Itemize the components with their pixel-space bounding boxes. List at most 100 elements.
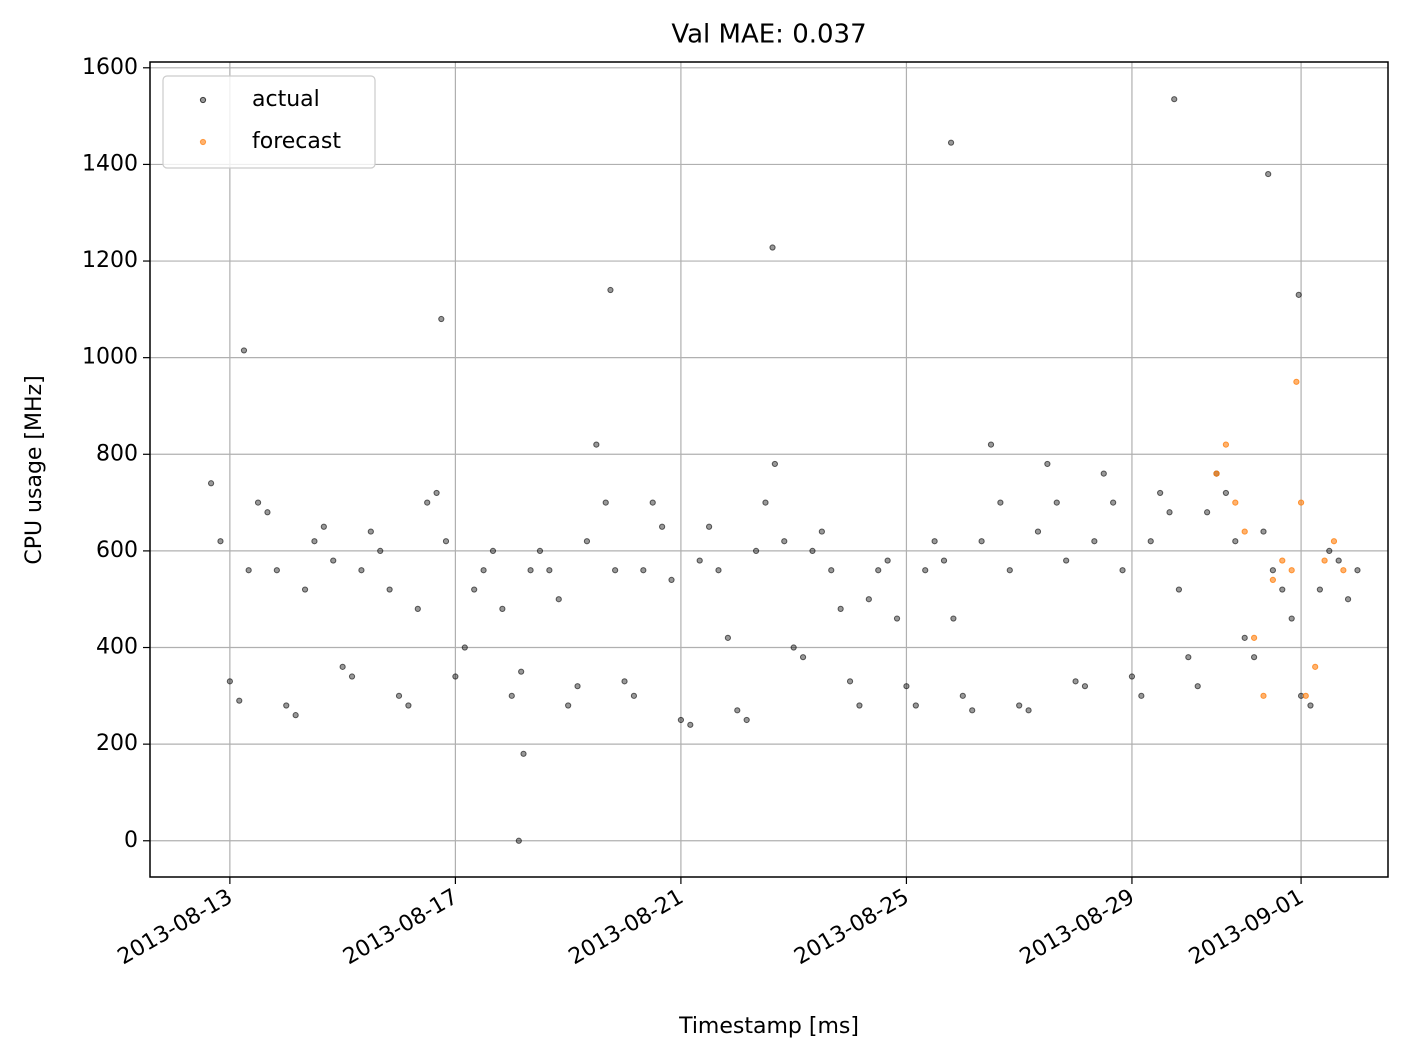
point	[292, 712, 299, 719]
point	[997, 499, 1004, 506]
chart-title: Val MAE: 0.037	[671, 20, 866, 50]
point	[489, 547, 497, 555]
point	[405, 702, 412, 709]
legend-label: actual	[252, 87, 320, 112]
point	[893, 615, 901, 622]
point	[828, 567, 835, 574]
point	[1288, 615, 1295, 622]
point	[1053, 499, 1060, 506]
legend: actual forecast	[162, 75, 376, 169]
point	[1316, 586, 1323, 593]
point	[762, 499, 769, 506]
point	[433, 489, 440, 497]
point	[1279, 557, 1286, 564]
point	[217, 538, 224, 545]
point	[1138, 692, 1145, 699]
point	[471, 586, 478, 593]
point	[1344, 596, 1352, 603]
plot-frame	[149, 61, 1389, 878]
point	[1081, 683, 1089, 690]
point	[1302, 692, 1309, 699]
point	[1340, 567, 1347, 574]
point	[1006, 567, 1013, 574]
point	[1025, 707, 1032, 714]
point	[226, 678, 233, 685]
point	[480, 567, 487, 574]
point	[649, 499, 656, 506]
point	[1171, 96, 1178, 103]
x-axis-label: Timestamp [ms]	[678, 1014, 859, 1039]
point	[687, 721, 694, 728]
point	[978, 538, 985, 545]
point	[320, 523, 327, 530]
point	[724, 634, 731, 641]
point	[1222, 441, 1230, 448]
point	[1044, 460, 1051, 468]
point	[358, 567, 365, 574]
point	[386, 586, 393, 593]
point	[1034, 528, 1042, 535]
point	[1250, 654, 1258, 661]
point	[677, 716, 685, 724]
legend-box	[162, 75, 376, 169]
point	[799, 654, 807, 661]
point	[518, 668, 525, 675]
point	[621, 678, 628, 685]
point	[438, 315, 445, 323]
point	[875, 567, 882, 574]
y-tick-label: 200	[96, 731, 138, 756]
point	[207, 480, 215, 487]
point	[1307, 702, 1314, 709]
point	[424, 499, 431, 506]
point	[515, 837, 522, 844]
point	[1312, 663, 1319, 670]
point	[612, 567, 619, 574]
x-tick-label: 2013-08-21	[565, 885, 688, 971]
point	[884, 557, 891, 564]
point	[1157, 489, 1164, 497]
point	[1016, 702, 1023, 709]
point	[452, 673, 459, 680]
point	[1072, 678, 1079, 685]
point	[1175, 586, 1183, 593]
point	[1326, 547, 1333, 555]
point	[520, 750, 527, 757]
point	[602, 499, 609, 506]
x-tick-label: 2013-08-17	[339, 885, 462, 971]
y-tick-label: 0	[124, 828, 138, 853]
point	[1260, 528, 1267, 535]
point	[1293, 378, 1300, 385]
point	[1100, 470, 1107, 477]
point	[367, 528, 374, 535]
point	[752, 547, 760, 555]
point	[536, 547, 544, 555]
y-tick-label: 1200	[82, 248, 138, 273]
point	[1354, 567, 1361, 574]
point	[818, 528, 825, 535]
point	[508, 692, 515, 699]
y-tick-label: 1400	[82, 151, 138, 176]
point	[630, 692, 638, 699]
point	[1241, 528, 1248, 535]
point	[348, 673, 356, 680]
point	[1297, 499, 1305, 506]
point	[593, 441, 600, 448]
point	[1269, 567, 1276, 574]
point	[771, 460, 778, 468]
point	[912, 702, 919, 709]
point	[607, 286, 614, 294]
legend-marker	[199, 138, 207, 146]
point	[940, 557, 948, 564]
point	[959, 692, 966, 699]
point	[696, 557, 703, 564]
point	[947, 139, 955, 146]
point	[1091, 538, 1098, 545]
point	[903, 683, 910, 690]
y-tick-label: 1000	[82, 345, 138, 370]
point	[236, 697, 243, 704]
point	[499, 605, 506, 612]
x-tick-label: 2013-08-29	[1016, 885, 1139, 971]
y-tick-label: 400	[96, 635, 138, 660]
point	[1260, 692, 1267, 699]
